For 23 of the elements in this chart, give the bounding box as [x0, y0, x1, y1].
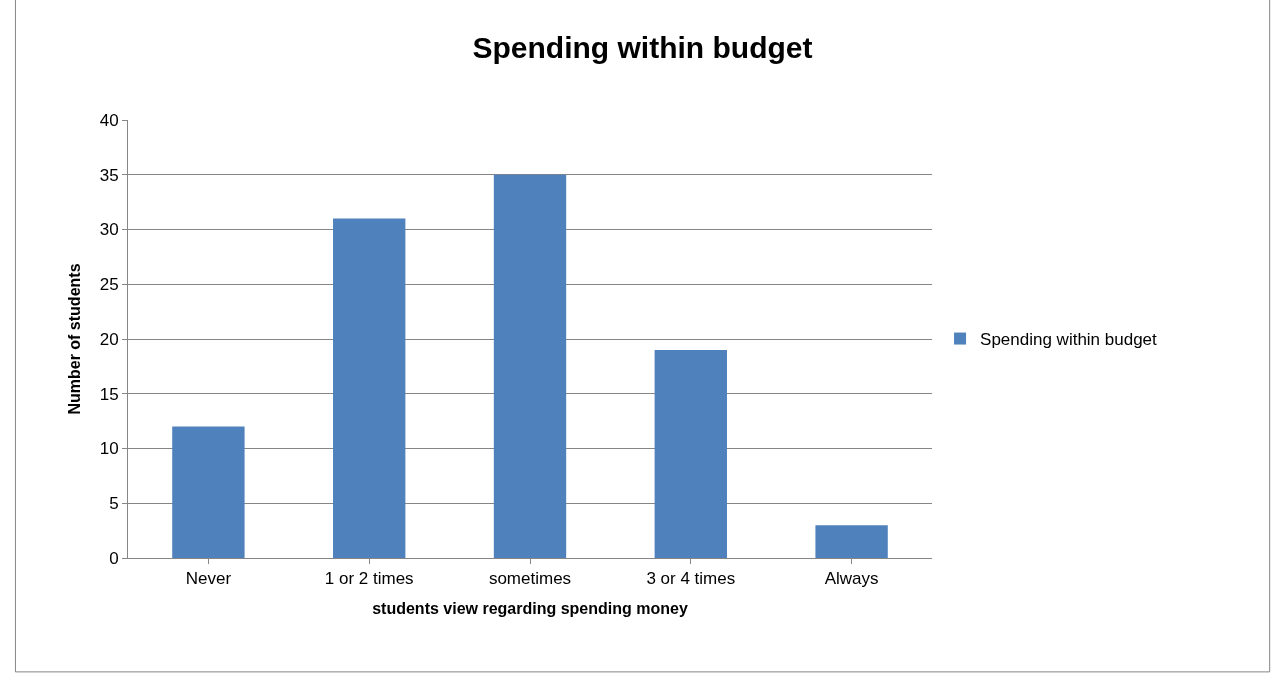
y-tick-label: 40 [99, 110, 119, 130]
y-tick-label: 5 [109, 494, 119, 514]
x-tick-label: 3 or 4 times [646, 569, 736, 589]
y-tick-label: 30 [99, 220, 119, 240]
x-tick-label: 1 or 2 times [324, 569, 414, 589]
x-tick-label: Always [824, 569, 879, 589]
bar [172, 426, 245, 558]
bar [333, 218, 406, 558]
legend-label: Spending within budget [980, 330, 1158, 350]
chart-title: Spending within budget [472, 30, 813, 64]
y-axis-title: Number of students [65, 263, 83, 415]
bar [493, 174, 567, 558]
y-tick-label: 20 [99, 329, 119, 349]
y-tick-label: 10 [99, 439, 119, 459]
y-tick-label: 15 [99, 384, 119, 404]
x-tick-label: Never [185, 569, 232, 589]
y-tick-label: 25 [99, 275, 119, 295]
bar [654, 349, 727, 558]
bar [815, 525, 888, 558]
y-tick-label: 35 [99, 165, 119, 185]
x-axis-title: students view regarding spending money [372, 600, 688, 618]
x-tick-label: sometimes [488, 569, 572, 589]
y-tick-label: 0 [109, 548, 119, 568]
